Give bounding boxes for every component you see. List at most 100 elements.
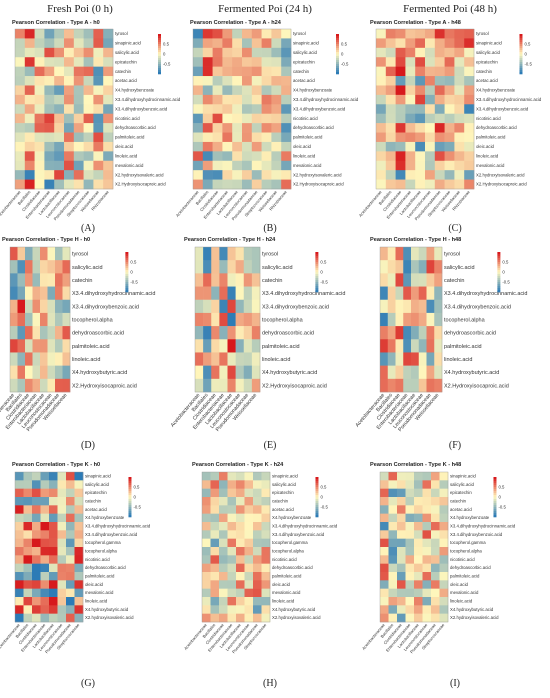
heatmap-cell [74, 530, 84, 539]
heatmap-cell [219, 530, 228, 539]
heatmap-cell [10, 339, 18, 353]
colorbar-step [497, 258, 501, 261]
heatmap-cell [464, 123, 475, 133]
heatmap-cell [425, 76, 436, 86]
heatmap-cell [244, 572, 254, 581]
heatmap-cell [397, 580, 406, 589]
heatmap-cell [49, 505, 58, 514]
heatmap-cell [44, 151, 55, 162]
heatmap-cell [281, 132, 292, 143]
colorbar-step [315, 278, 319, 281]
heatmap-cell [57, 505, 67, 514]
heatmap-cell [251, 339, 261, 353]
heatmap-cell [40, 365, 48, 380]
heatmap-cell [103, 66, 114, 77]
heatmap-cell [57, 530, 67, 539]
heatmap-cell [242, 57, 253, 67]
heatmap-cell [251, 57, 262, 67]
colorbar-step [497, 264, 501, 267]
heatmap-cell [40, 605, 50, 614]
heatmap-cell [380, 547, 389, 556]
heatmap-cell [202, 141, 213, 152]
heatmap-cell [74, 572, 84, 581]
heatmap-cell [431, 488, 440, 498]
heatmap-cell [271, 57, 282, 67]
heatmap-cell [54, 29, 65, 39]
colorbar-step [336, 54, 339, 57]
panel-title: Pearson Correlation - Type H - h24 [184, 237, 276, 243]
heatmap-cell [211, 312, 220, 327]
heatmap-cell [202, 522, 211, 531]
heatmap-cell [222, 179, 233, 190]
heatmap-cell [44, 85, 55, 96]
heatmap-cell [64, 57, 75, 67]
heatmap-cell [411, 339, 420, 353]
row-label: X2.Hydroxyisocaproic.acid [115, 182, 166, 187]
heatmap-cell [376, 57, 387, 67]
row-label: dehydroascorbic.acid [293, 125, 334, 130]
heatmap-cell [15, 66, 26, 77]
heatmap-cell [227, 505, 237, 514]
heatmap-cell [403, 352, 412, 366]
heatmap-cell [74, 488, 84, 498]
heatmap-cell [444, 113, 455, 124]
heatmap-cell [380, 260, 389, 274]
heatmap-cell [202, 85, 213, 96]
heatmap-cell [253, 538, 262, 548]
heatmap-cell [405, 588, 415, 598]
heatmap-cell [414, 472, 423, 481]
panel-title: Pearson Correlation - Type A - h0 [12, 20, 100, 26]
heatmap-cell [261, 513, 271, 523]
heatmap-cell [422, 538, 432, 548]
heatmap-cell [271, 132, 282, 143]
colorbar-step [125, 254, 129, 257]
heatmap-cell [193, 160, 204, 171]
row-label: linoleic.acid [450, 598, 473, 603]
row-label: salicylic.acid [272, 482, 296, 487]
panel-title: Pearson Correlation - Type A - h24 [190, 20, 282, 26]
colorbar-step [519, 52, 523, 55]
heatmap-cell [454, 85, 465, 96]
heatmap-cell [414, 480, 423, 489]
heatmap-cell [227, 352, 236, 366]
heatmap-cell [74, 538, 84, 548]
heatmap-cell [387, 260, 396, 274]
heatmap-cell [405, 497, 415, 506]
heatmap-cell [232, 151, 243, 162]
heatmap-cell [193, 29, 204, 39]
heatmap-cell [253, 563, 262, 573]
heatmap-panel-4: Pearson Correlation - Type H - h0tyrosol… [0, 237, 155, 433]
heatmap-cell [251, 104, 262, 115]
heatmap-cell [387, 286, 396, 301]
colorbar-step [493, 515, 497, 518]
heatmap-cell [431, 588, 440, 598]
row-label: salicylic.acid [450, 482, 474, 487]
heatmap-cell [232, 57, 243, 67]
heatmap-cell [232, 179, 243, 190]
heatmap-cell [434, 57, 445, 67]
heatmap-cell [23, 580, 33, 589]
colorbar-step [158, 62, 161, 65]
heatmap-cell [83, 29, 94, 39]
heatmap-cell [434, 66, 445, 77]
heatmap-cell [202, 57, 213, 67]
heatmap-cell [376, 113, 387, 124]
heatmap-cell [434, 312, 443, 327]
colorbar-tick: -0.5 [163, 62, 171, 67]
heatmap-cell [271, 141, 282, 152]
colorbar-step [125, 264, 129, 267]
heatmap-cell [235, 260, 245, 274]
heatmap-cell [243, 260, 253, 274]
heatmap-cell [439, 613, 449, 623]
row-label: oleic.acid [115, 144, 134, 149]
heatmap-cell [244, 547, 254, 556]
panel-letter: (I) [450, 678, 460, 689]
heatmap-cell [422, 605, 432, 614]
heatmap-cell [202, 29, 213, 39]
heatmap-cell [66, 538, 75, 548]
heatmap-cell [242, 151, 253, 162]
heatmap-cell [17, 273, 26, 287]
heatmap-cell [227, 597, 237, 606]
heatmap-cell [15, 160, 26, 171]
heatmap-cell [422, 613, 432, 623]
